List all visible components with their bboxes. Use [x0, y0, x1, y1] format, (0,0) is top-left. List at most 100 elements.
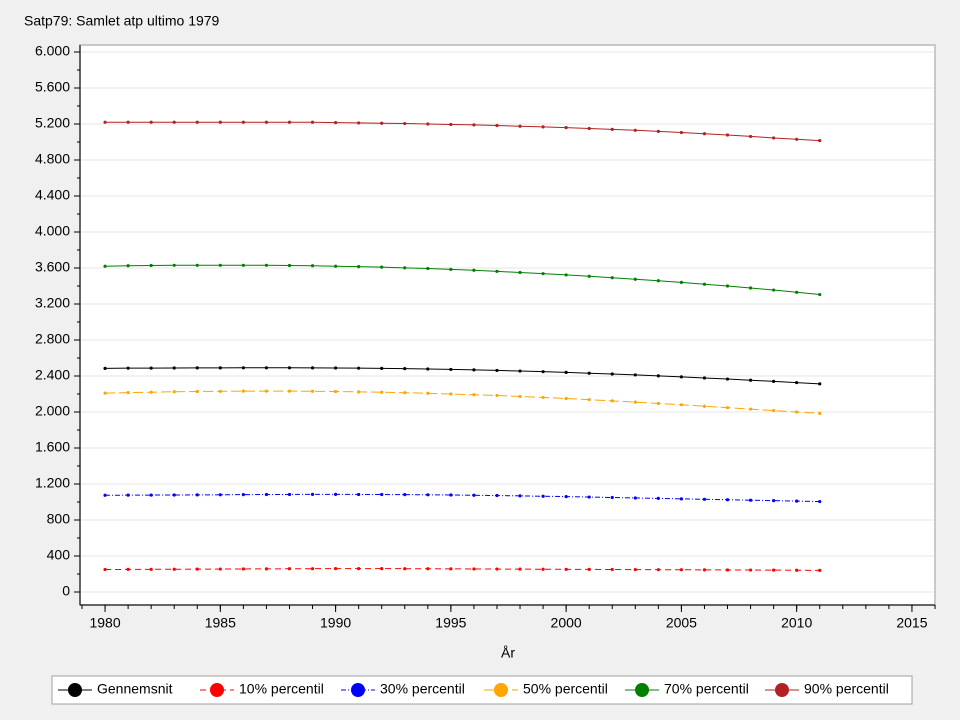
data-point: [426, 493, 430, 497]
data-point: [702, 282, 707, 286]
data-point: [195, 366, 199, 370]
y-tick-label: 2.400: [35, 367, 70, 383]
chart-title: Satp79: Samlet atp ultimo 1979: [24, 13, 220, 29]
legend-label: Gennemsnit: [97, 681, 173, 697]
data-point: [748, 134, 753, 139]
data-point: [656, 568, 660, 572]
y-tick-label: 4.400: [35, 187, 70, 203]
data-point: [333, 121, 338, 125]
data-point: [264, 492, 269, 497]
data-point: [241, 493, 245, 497]
data-point: [518, 567, 522, 571]
data-point: [772, 379, 776, 383]
data-point: [287, 389, 292, 393]
data-point: [172, 493, 176, 497]
x-tick-label: 2015: [896, 615, 927, 631]
data-point: [633, 567, 637, 572]
data-point: [126, 567, 130, 572]
legend-label: 70% percentil: [664, 681, 749, 697]
data-point: [725, 377, 730, 381]
data-point: [195, 120, 199, 124]
data-point: [495, 269, 499, 273]
data-point: [702, 497, 707, 501]
data-point: [818, 292, 822, 297]
y-tick-label: 4.000: [35, 223, 70, 239]
legend-marker: [210, 683, 224, 697]
series-line: [105, 390, 820, 414]
data-point: [126, 120, 130, 124]
data-point: [333, 389, 338, 394]
data-point: [495, 123, 499, 128]
data-point: [818, 499, 822, 504]
data-point: [725, 406, 730, 410]
y-tick-label: 6.000: [35, 43, 70, 59]
data-point: [149, 120, 153, 124]
data-point: [818, 139, 822, 143]
data-point: [679, 375, 684, 379]
data-point: [218, 120, 222, 124]
data-point: [380, 390, 384, 394]
data-point: [772, 136, 776, 140]
data-point: [287, 492, 292, 497]
data-point: [449, 267, 453, 271]
data-point: [449, 122, 453, 127]
data-point: [541, 125, 545, 129]
data-point: [149, 263, 153, 268]
data-point: [610, 372, 614, 376]
data-point: [518, 270, 522, 275]
data-point: [218, 263, 222, 267]
legend-marker: [68, 683, 82, 697]
data-point: [310, 492, 315, 496]
data-point: [518, 124, 522, 128]
plot-area: [79, 44, 936, 606]
data-point: [403, 567, 407, 571]
data-point: [795, 380, 799, 385]
data-point: [264, 567, 269, 571]
data-point: [656, 401, 660, 406]
data-point: [310, 389, 315, 393]
data-point: [633, 277, 637, 281]
y-tick-label: 1.200: [35, 475, 70, 491]
data-point: [472, 493, 476, 497]
x-axis-label: År: [501, 645, 515, 661]
data-point: [518, 394, 522, 399]
data-point: [449, 367, 453, 372]
data-point: [172, 120, 176, 124]
data-point: [357, 390, 361, 394]
data-point: [725, 284, 730, 288]
series-line: [105, 568, 820, 571]
data-point: [495, 368, 499, 373]
y-tick-label: 400: [47, 547, 71, 563]
series-line: [105, 264, 820, 296]
legend-label: 30% percentil: [380, 681, 465, 697]
data-point: [748, 286, 753, 290]
data-point: [656, 374, 660, 378]
data-point: [149, 366, 153, 370]
data-point: [702, 568, 707, 572]
data-point: [380, 265, 384, 269]
data-point: [126, 493, 130, 497]
data-point: [564, 370, 568, 374]
legend-label: 50% percentil: [523, 681, 608, 697]
data-point: [426, 567, 430, 571]
y-tick-label: 800: [47, 511, 71, 527]
data-point: [541, 567, 545, 571]
data-point: [195, 389, 199, 394]
y-tick-label: 0: [62, 583, 70, 599]
data-point: [679, 403, 684, 407]
data-point: [564, 126, 568, 130]
data-point: [264, 120, 269, 124]
data-point: [702, 404, 707, 408]
data-point: [795, 137, 799, 141]
data-point: [195, 263, 199, 267]
data-point: [633, 128, 637, 132]
data-point: [564, 567, 568, 571]
data-point: [333, 492, 338, 496]
data-point: [426, 122, 430, 126]
data-point: [472, 393, 476, 397]
data-point: [357, 121, 361, 125]
data-point: [449, 493, 453, 497]
data-point: [310, 567, 315, 571]
data-point: [241, 389, 245, 393]
data-point: [495, 393, 499, 398]
